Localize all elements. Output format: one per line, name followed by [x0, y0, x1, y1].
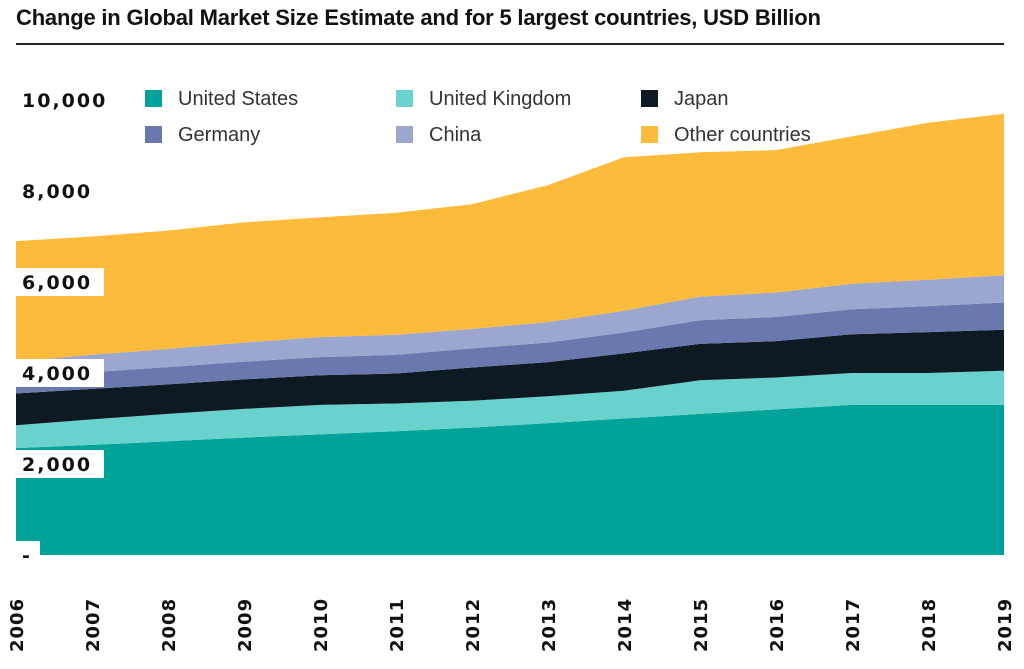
- legend-label: Germany: [178, 124, 260, 146]
- area-germany: [16, 302, 1004, 394]
- y-tick-label: -: [22, 545, 32, 567]
- chart-title: Change in Global Market Size Estimate an…: [16, 5, 821, 30]
- legend-swatch: [145, 126, 162, 143]
- x-tick-label: 2006: [7, 598, 28, 652]
- x-tick-label: 2010: [311, 598, 332, 652]
- x-tick-label: 2017: [843, 598, 864, 652]
- y-tick-background: [14, 359, 104, 387]
- y-tick-background: [14, 177, 104, 205]
- legend-label: Other countries: [674, 124, 811, 146]
- y-axis-ticks: - 2,000 4,000 6,000 8,000 10,000: [14, 86, 114, 569]
- x-tick-label: 2016: [767, 598, 788, 652]
- legend-label: United Kingdom: [429, 88, 571, 110]
- y-tick-label: 8,000: [22, 181, 92, 203]
- y-tick-background: [14, 268, 104, 296]
- y-tick-background: [14, 541, 40, 569]
- legend-item-japan: Japan: [641, 88, 729, 110]
- area-japan: [16, 329, 1004, 426]
- y-tick-label: 2,000: [22, 454, 92, 476]
- y-tick-label: 4,000: [22, 363, 92, 385]
- legend-swatch: [396, 126, 413, 143]
- x-tick-label: 2018: [919, 598, 940, 652]
- series-areas: [16, 113, 1004, 555]
- x-tick-label: 2011: [387, 598, 408, 652]
- x-tick-label: 2014: [615, 598, 636, 652]
- y-tick-label: 10,000: [22, 90, 107, 112]
- legend-item-germany: Germany: [145, 124, 260, 146]
- area-united-kingdom: [16, 370, 1004, 449]
- legend-swatch: [641, 90, 658, 107]
- area-united-states: [16, 404, 1004, 555]
- legend-item-united-states: United States: [145, 88, 298, 110]
- x-tick-label: 2013: [539, 598, 560, 652]
- area-other-countries: [16, 113, 1004, 362]
- y-tick-background: [14, 450, 104, 478]
- legend-label: United States: [178, 88, 298, 110]
- legend-item-china: China: [396, 124, 482, 146]
- legend-swatch: [396, 90, 413, 107]
- x-axis-ticks: 2006 2007 2008 2009 2010 2011 2012 2013 2014 2015…: [7, 598, 1016, 652]
- legend-swatch: [145, 90, 162, 107]
- x-tick-label: 2015: [691, 598, 712, 652]
- legend-label: Japan: [674, 88, 729, 110]
- legend-item-other-countries: Other countries: [641, 124, 811, 146]
- area-china: [16, 275, 1004, 378]
- x-tick-label: 2012: [463, 598, 484, 652]
- y-tick-label: 6,000: [22, 272, 92, 294]
- legend: United States United Kingdom Japan Germany C…: [145, 88, 811, 146]
- x-tick-label: 2019: [995, 598, 1016, 652]
- y-tick-background: [14, 86, 114, 114]
- title-divider: [16, 43, 1004, 45]
- x-tick-label: 2008: [159, 598, 180, 652]
- x-tick-label: 2009: [235, 598, 256, 652]
- x-tick-label: 2007: [83, 598, 104, 652]
- legend-swatch: [641, 126, 658, 143]
- legend-label: China: [429, 124, 482, 146]
- legend-item-united-kingdom: United Kingdom: [396, 88, 571, 110]
